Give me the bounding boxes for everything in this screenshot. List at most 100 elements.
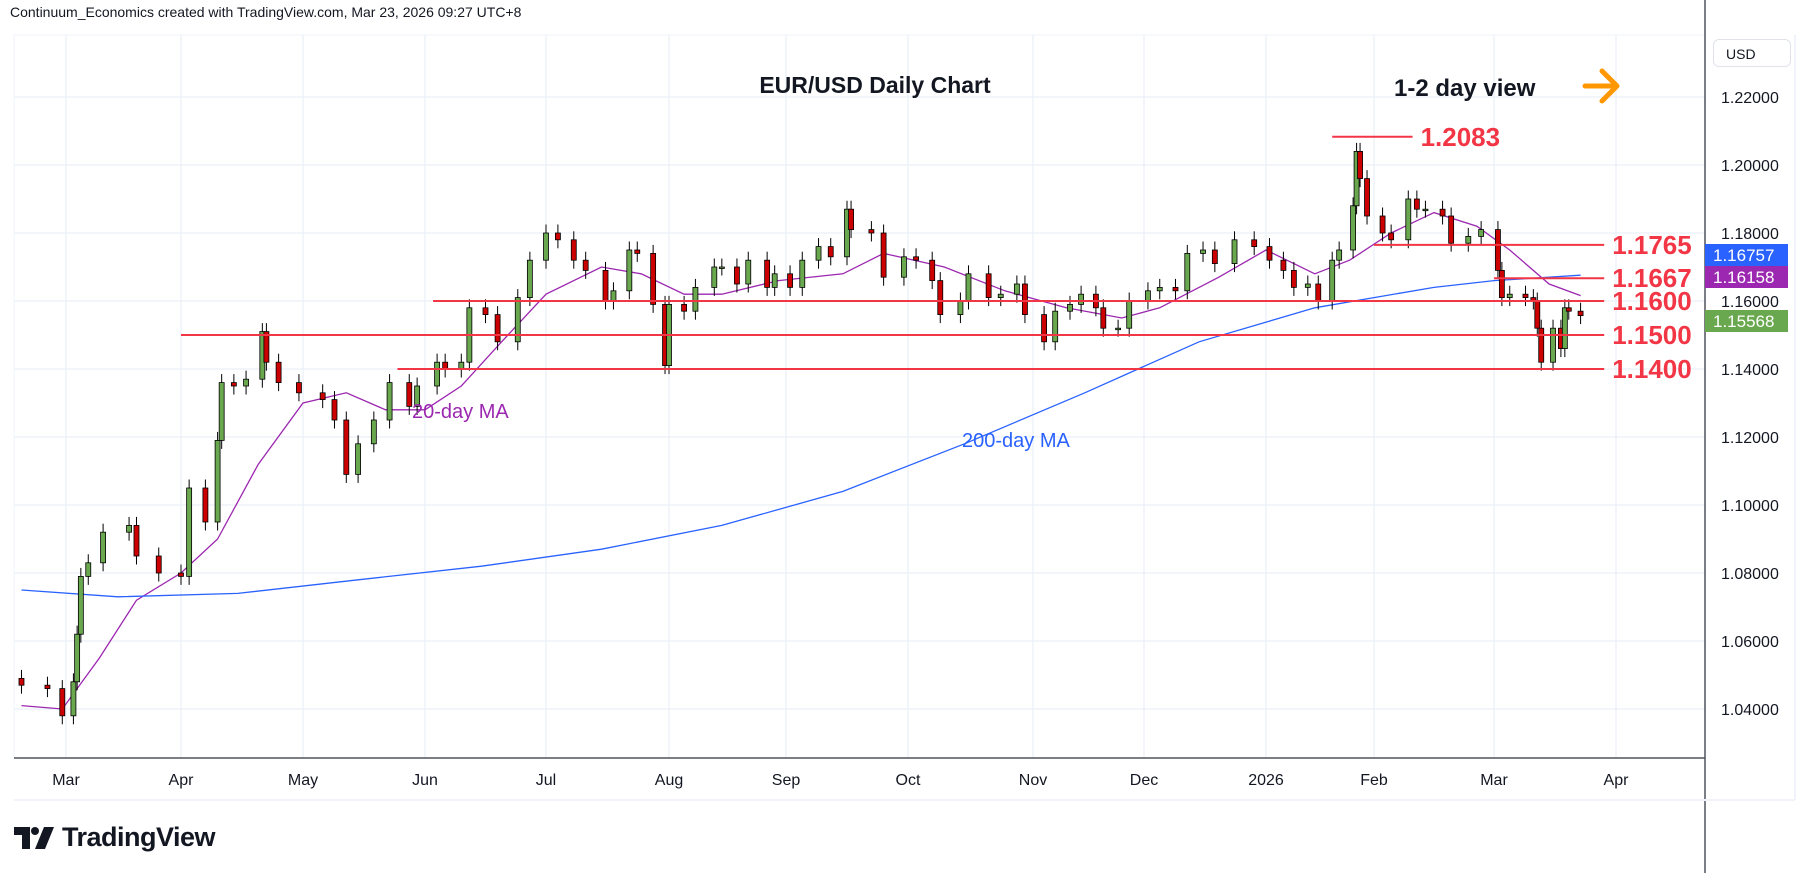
y-tick-label: 1.22000 (1721, 90, 1779, 107)
x-tick-label: Oct (896, 772, 921, 789)
candle-body (243, 378, 249, 387)
candle-body (494, 314, 501, 343)
candle-body (1329, 259, 1336, 302)
candle-body (178, 572, 184, 577)
candle-body (1498, 269, 1505, 298)
candle-body (100, 531, 106, 564)
x-tick-label: Dec (1130, 772, 1158, 789)
candle-body (514, 297, 521, 343)
candle-body (1413, 198, 1420, 210)
candle-body (937, 280, 944, 316)
candle-body (155, 555, 162, 574)
candle-body (218, 382, 225, 441)
candle-body (1364, 178, 1370, 217)
candle-body (1251, 239, 1258, 248)
candle-body (844, 208, 850, 258)
logo-text: TradingView (62, 822, 216, 852)
candle-body (1211, 249, 1218, 265)
candle-body (186, 487, 193, 577)
y-tick-label: 1.16000 (1721, 294, 1779, 311)
candle-body (1465, 235, 1472, 244)
candle-body (202, 487, 209, 523)
tradingview-logo-icon (14, 826, 54, 849)
y-tick-label: 1.10000 (1721, 498, 1779, 515)
ma20-line (21, 211, 1581, 710)
candle-body (711, 266, 718, 288)
candle-body (1439, 208, 1446, 217)
candle-body (1565, 307, 1572, 312)
y-tick-label: 1.14000 (1721, 362, 1779, 379)
candle-body (681, 303, 687, 312)
candle-body (1231, 239, 1238, 265)
candle-body (815, 246, 822, 261)
candle-body (1448, 215, 1455, 244)
level-label: 1.1600 (1612, 286, 1692, 316)
level-label: 1.1500 (1612, 320, 1692, 350)
candle-body (965, 273, 972, 302)
candle-body (1067, 303, 1073, 312)
candle-body (1145, 290, 1151, 302)
candle-body (230, 382, 237, 387)
ma200-price-badge-text: 1.16757 (1713, 246, 1774, 265)
candle-body (650, 252, 657, 305)
y-tick-label: 1.04000 (1721, 702, 1779, 719)
candle-body (18, 678, 25, 686)
candle-body (482, 307, 489, 315)
last-price-badge-text: 1.15568 (1713, 312, 1774, 331)
candle-body (1022, 283, 1028, 316)
candle-body (1478, 229, 1485, 237)
candle-body (1290, 269, 1297, 288)
candle-body (1577, 310, 1584, 317)
candle-body (602, 269, 609, 302)
tradingview-logo[interactable]: TradingView (14, 822, 216, 853)
level-label: 1.1400 (1612, 354, 1692, 384)
candle-body (570, 239, 577, 261)
x-tick-label: Feb (1360, 772, 1388, 789)
candle-body (406, 382, 413, 407)
candle-body (77, 576, 84, 635)
candle-body (1013, 283, 1020, 295)
candle-body (296, 382, 302, 394)
candle-body (1184, 252, 1191, 292)
x-tick-label: Sep (772, 772, 801, 789)
candle-body (355, 443, 361, 475)
candle-body (133, 525, 140, 557)
chart-subtitle: 1-2 day view (1394, 75, 1536, 102)
candle-body (386, 382, 393, 421)
y-tick-label: 1.06000 (1721, 634, 1779, 651)
x-tick-label: Apr (169, 772, 195, 789)
candle-body (1422, 208, 1429, 212)
x-tick-label: Mar (1480, 772, 1508, 789)
candle-body (70, 681, 77, 717)
candle-body (263, 331, 270, 363)
candle-body (1156, 286, 1163, 292)
candle-body (880, 232, 887, 278)
candle-body (343, 419, 350, 475)
candle-body (1100, 307, 1107, 329)
ma20-label: 20-day MA (412, 401, 509, 423)
candle-body (718, 266, 725, 269)
candle-body (74, 633, 81, 683)
candle-body (370, 419, 377, 445)
ma20-price-badge-text: 1.16158 (1713, 268, 1774, 287)
candle-body (319, 392, 326, 400)
candle-body (414, 385, 421, 407)
candle-body (1200, 249, 1206, 254)
last-price-badge (1705, 310, 1788, 332)
candle-body (626, 249, 633, 292)
y-tick-label: 1.20000 (1721, 158, 1779, 175)
candle-body (331, 399, 338, 421)
candle-body (1506, 293, 1513, 299)
candle-body (868, 229, 875, 234)
candle-body (275, 361, 282, 384)
x-tick-label: May (288, 772, 318, 789)
candle-body (745, 259, 752, 285)
currency-button[interactable]: USD (1713, 39, 1791, 67)
x-tick-label: Jun (412, 772, 438, 789)
candle-body (610, 290, 617, 302)
candle-body (1078, 293, 1084, 305)
x-tick-label: Mar (52, 772, 80, 789)
level-label: 1.1765 (1612, 230, 1692, 260)
candle-body (957, 300, 964, 316)
